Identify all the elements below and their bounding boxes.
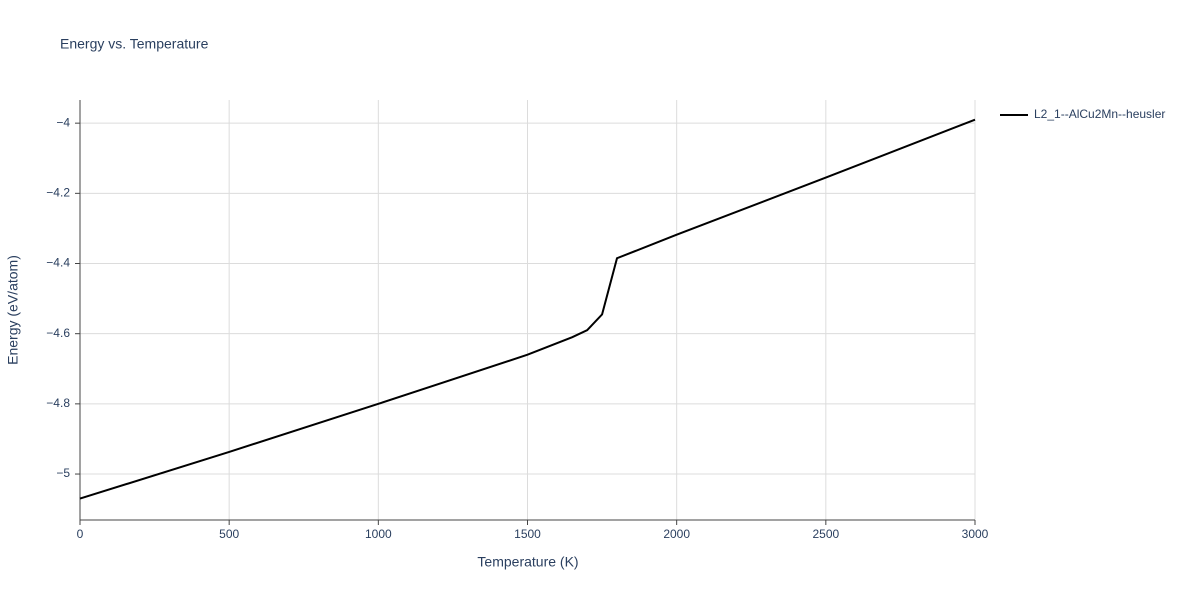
x-tick-label: 1500 xyxy=(514,527,541,541)
y-tick-label: −4.4 xyxy=(46,256,70,270)
y-tick-label: −4 xyxy=(56,115,70,129)
chart-title: Energy vs. Temperature xyxy=(60,36,209,52)
x-tick-label: 2500 xyxy=(812,527,839,541)
y-tick-label: −5 xyxy=(56,466,70,480)
x-tick-label: 3000 xyxy=(962,527,989,541)
x-tick-label: 0 xyxy=(77,527,84,541)
x-tick-label: 500 xyxy=(219,527,239,541)
y-tick-label: −4.8 xyxy=(46,396,70,410)
legend-label: L2_1--AlCu2Mn--heusler xyxy=(1034,107,1165,121)
y-tick-label: −4.2 xyxy=(46,186,70,200)
x-tick-label: 2000 xyxy=(663,527,690,541)
y-tick-label: −4.6 xyxy=(46,326,70,340)
x-tick-label: 1000 xyxy=(365,527,392,541)
x-axis-label: Temperature (K) xyxy=(477,554,578,570)
y-axis-label: Energy (eV/atom) xyxy=(5,255,21,365)
data-line xyxy=(79,118,976,500)
